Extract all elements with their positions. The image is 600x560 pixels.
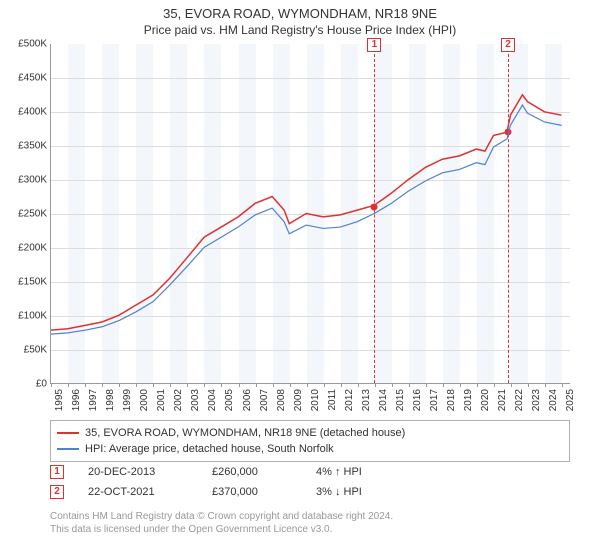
transaction-row: 1 20-DEC-2013 £260,000 4% ↑ HPI [50,462,396,482]
x-axis-tick: 2022 [514,389,525,411]
x-axis-tick: 2023 [531,389,542,411]
x-axis-tick: 2005 [224,389,235,411]
x-axis-tick: 2010 [310,389,321,411]
transactions-table: 1 20-DEC-2013 £260,000 4% ↑ HPI 2 22-OCT-2021… [50,462,396,502]
y-axis-tick: £400K [5,107,51,118]
x-axis-tick: 2003 [190,389,201,411]
x-axis-tick: 2013 [361,389,372,411]
series-line [51,105,562,334]
y-axis-tick: £250K [5,209,51,220]
x-axis-tick: 2004 [207,389,218,411]
x-axis-tick: 2018 [446,389,457,411]
legend-swatch [57,432,79,434]
transaction-hpi-delta: 4% ↑ HPI [316,466,396,478]
x-axis-tick: 1999 [122,389,133,411]
chart-legend: 35, EVORA ROAD, WYMONDHAM, NR18 9NE (det… [50,420,570,462]
x-axis-tick: 2006 [242,389,253,411]
x-axis-tick: 2025 [565,389,576,411]
x-axis-tick: 2000 [139,389,150,411]
chart-title: 35, EVORA ROAD, WYMONDHAM, NR18 9NE [0,6,600,21]
y-axis-tick: £500K [5,39,51,50]
x-axis-tick: 2016 [412,389,423,411]
legend-item: HPI: Average price, detached house, Sout… [57,441,563,457]
transaction-date: 22-OCT-2021 [88,486,188,498]
x-axis-tick: 2024 [548,389,559,411]
x-axis-tick: 1997 [88,389,99,411]
x-axis-tick: 2008 [276,389,287,411]
y-axis-tick: £200K [5,243,51,254]
x-axis-tick: 2019 [463,389,474,411]
x-axis-tick: 2001 [156,389,167,411]
chart-subtitle: Price paid vs. HM Land Registry's House … [0,23,600,37]
x-axis-tick: 1996 [71,389,82,411]
x-axis-tick: 1998 [105,389,116,411]
x-axis-tick: 2012 [344,389,355,411]
legend-label: 35, EVORA ROAD, WYMONDHAM, NR18 9NE (det… [85,427,405,439]
y-axis-tick: £50K [5,345,51,356]
legend-swatch [57,448,79,450]
attribution-text: Contains HM Land Registry data © Crown c… [50,510,393,536]
legend-item: 35, EVORA ROAD, WYMONDHAM, NR18 9NE (det… [57,425,563,441]
transaction-num: 1 [50,465,64,479]
x-axis-tick: 2017 [429,389,440,411]
transaction-row: 2 22-OCT-2021 £370,000 3% ↓ HPI [50,482,396,502]
x-axis-tick: 2011 [327,389,338,411]
x-axis-tick: 2002 [173,389,184,411]
legend-label: HPI: Average price, detached house, Sout… [85,443,334,455]
x-axis-tick: 2021 [497,389,508,411]
x-axis-tick: 2020 [480,389,491,411]
chart-plot-area: £0£50K£100K£150K£200K£250K£300K£350K£400… [50,44,570,384]
x-axis-tick: 1995 [54,389,65,411]
x-axis-tick: 2015 [395,389,406,411]
transaction-price: £370,000 [212,486,292,498]
y-axis-tick: £350K [5,141,51,152]
attribution-line1: Contains HM Land Registry data © Crown c… [50,510,393,523]
y-axis-tick: £300K [5,175,51,186]
x-axis-tick: 2007 [259,389,270,411]
y-axis-tick: £0 [5,379,51,390]
y-axis-tick: £150K [5,277,51,288]
x-axis-tick: 2014 [378,389,389,411]
transaction-date: 20-DEC-2013 [88,466,188,478]
transaction-num: 2 [50,485,64,499]
y-axis-tick: £450K [5,73,51,84]
transaction-hpi-delta: 3% ↓ HPI [316,486,396,498]
y-axis-tick: £100K [5,311,51,322]
attribution-line2: This data is licensed under the Open Gov… [50,523,393,536]
transaction-price: £260,000 [212,466,292,478]
series-line [51,95,562,330]
x-axis-tick: 2009 [293,389,304,411]
